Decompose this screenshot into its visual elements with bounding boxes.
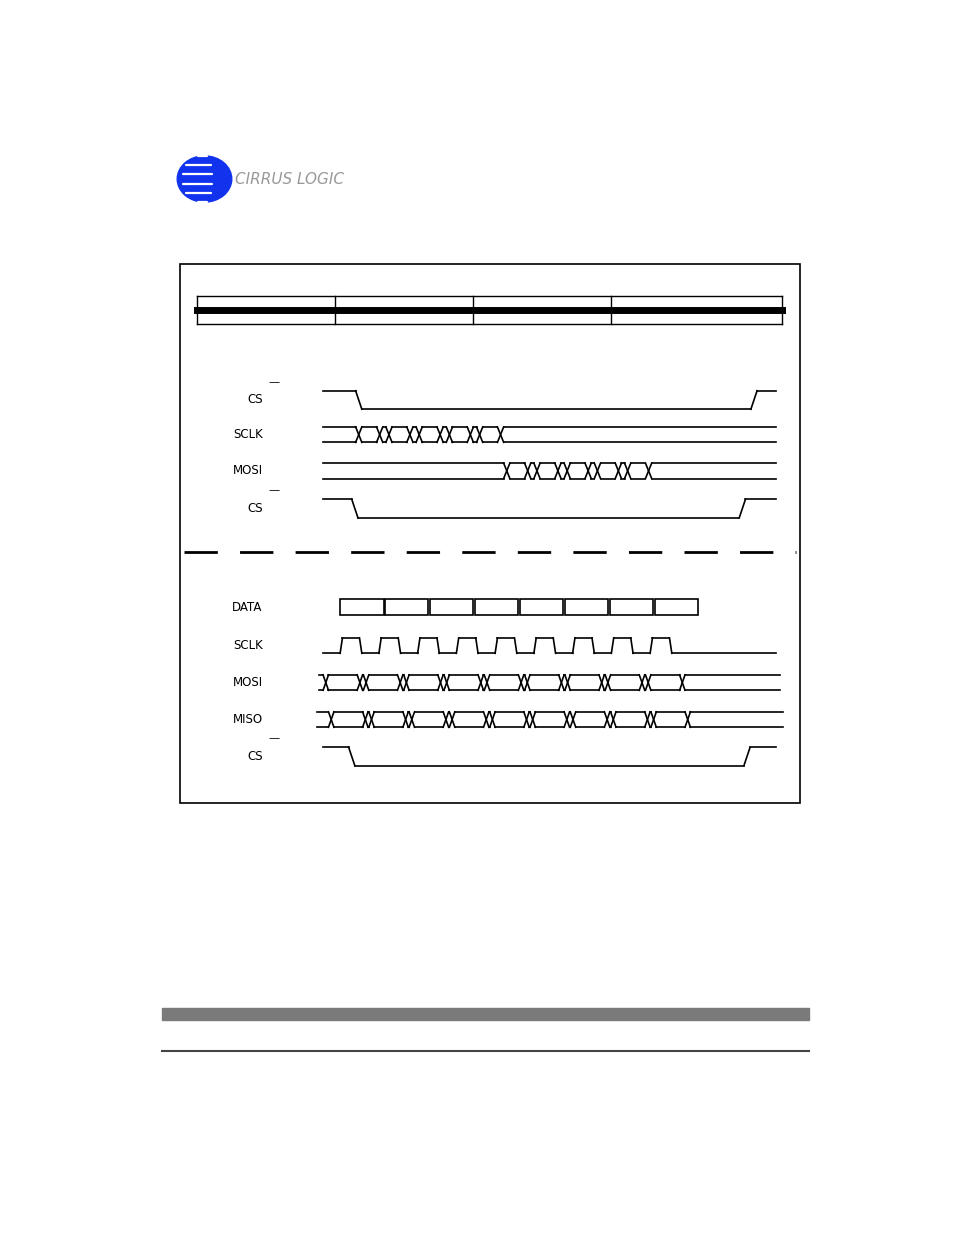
Bar <box>340 599 383 615</box>
Ellipse shape <box>177 156 232 203</box>
Text: CS: CS <box>247 750 262 763</box>
Text: MOSI: MOSI <box>233 464 262 478</box>
Text: CIRRUS LOGIC: CIRRUS LOGIC <box>235 172 344 186</box>
Text: —: — <box>269 734 279 743</box>
Bar <box>609 599 653 615</box>
Bar <box>179 264 799 803</box>
Bar <box>564 599 608 615</box>
Text: MISO: MISO <box>233 713 262 726</box>
Text: SCLK: SCLK <box>233 640 262 652</box>
Text: DATA: DATA <box>232 600 262 614</box>
Bar <box>162 1008 808 1020</box>
Text: —: — <box>269 485 279 495</box>
Text: CS: CS <box>247 503 262 515</box>
Text: CS: CS <box>247 394 262 406</box>
Text: SCLK: SCLK <box>233 429 262 441</box>
Bar <box>654 599 698 615</box>
Text: MOSI: MOSI <box>233 676 262 689</box>
Bar <box>519 599 562 615</box>
Text: —: — <box>269 377 279 387</box>
Bar <box>385 599 428 615</box>
Bar <box>475 599 517 615</box>
Bar <box>430 599 473 615</box>
